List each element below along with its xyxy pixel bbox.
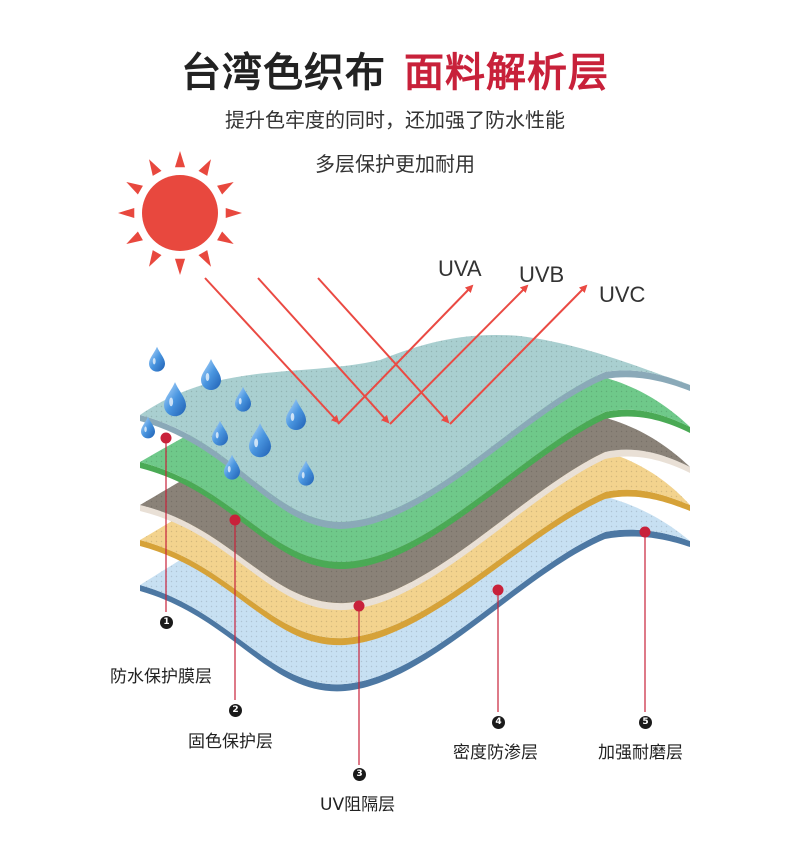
title-main: 台湾色织布 — [181, 50, 386, 96]
layer-2-label: 固色保护层 — [188, 732, 273, 752]
sun-icon — [118, 151, 242, 275]
uva-label: UVA — [438, 256, 482, 281]
layer-5-number: 5 — [639, 716, 652, 729]
uv-arrow-icon — [204, 277, 588, 425]
pointer-lines — [165, 438, 646, 765]
subtitle-line-2: 多层保护更加耐用 — [315, 152, 475, 176]
layer-1-label: 防水保护膜层 — [110, 667, 212, 687]
uvc-label: UVC — [599, 282, 646, 307]
pointer-dots — [160, 432, 651, 612]
layer-3-number: 3 — [353, 768, 366, 781]
title-accent: 面料解析层 — [404, 50, 609, 96]
uvb-label: UVB — [519, 262, 565, 287]
water-drop-icon — [141, 346, 314, 486]
layer-waterproof-film — [140, 335, 690, 529]
page-title: 台湾色织布 面料解析层 — [0, 40, 790, 98]
layer-1-number: 1 — [160, 616, 173, 629]
layer-4-number: 4 — [492, 716, 505, 729]
subtitle-line-1: 提升色牢度的同时，还加强了防水性能 — [225, 108, 565, 132]
layer-5-label: 加强耐磨层 — [598, 743, 683, 763]
layer-3-label: UV阻隔层 — [320, 795, 396, 815]
layer-4-label: 密度防渗层 — [453, 743, 538, 763]
layer-2-number: 2 — [229, 704, 242, 717]
